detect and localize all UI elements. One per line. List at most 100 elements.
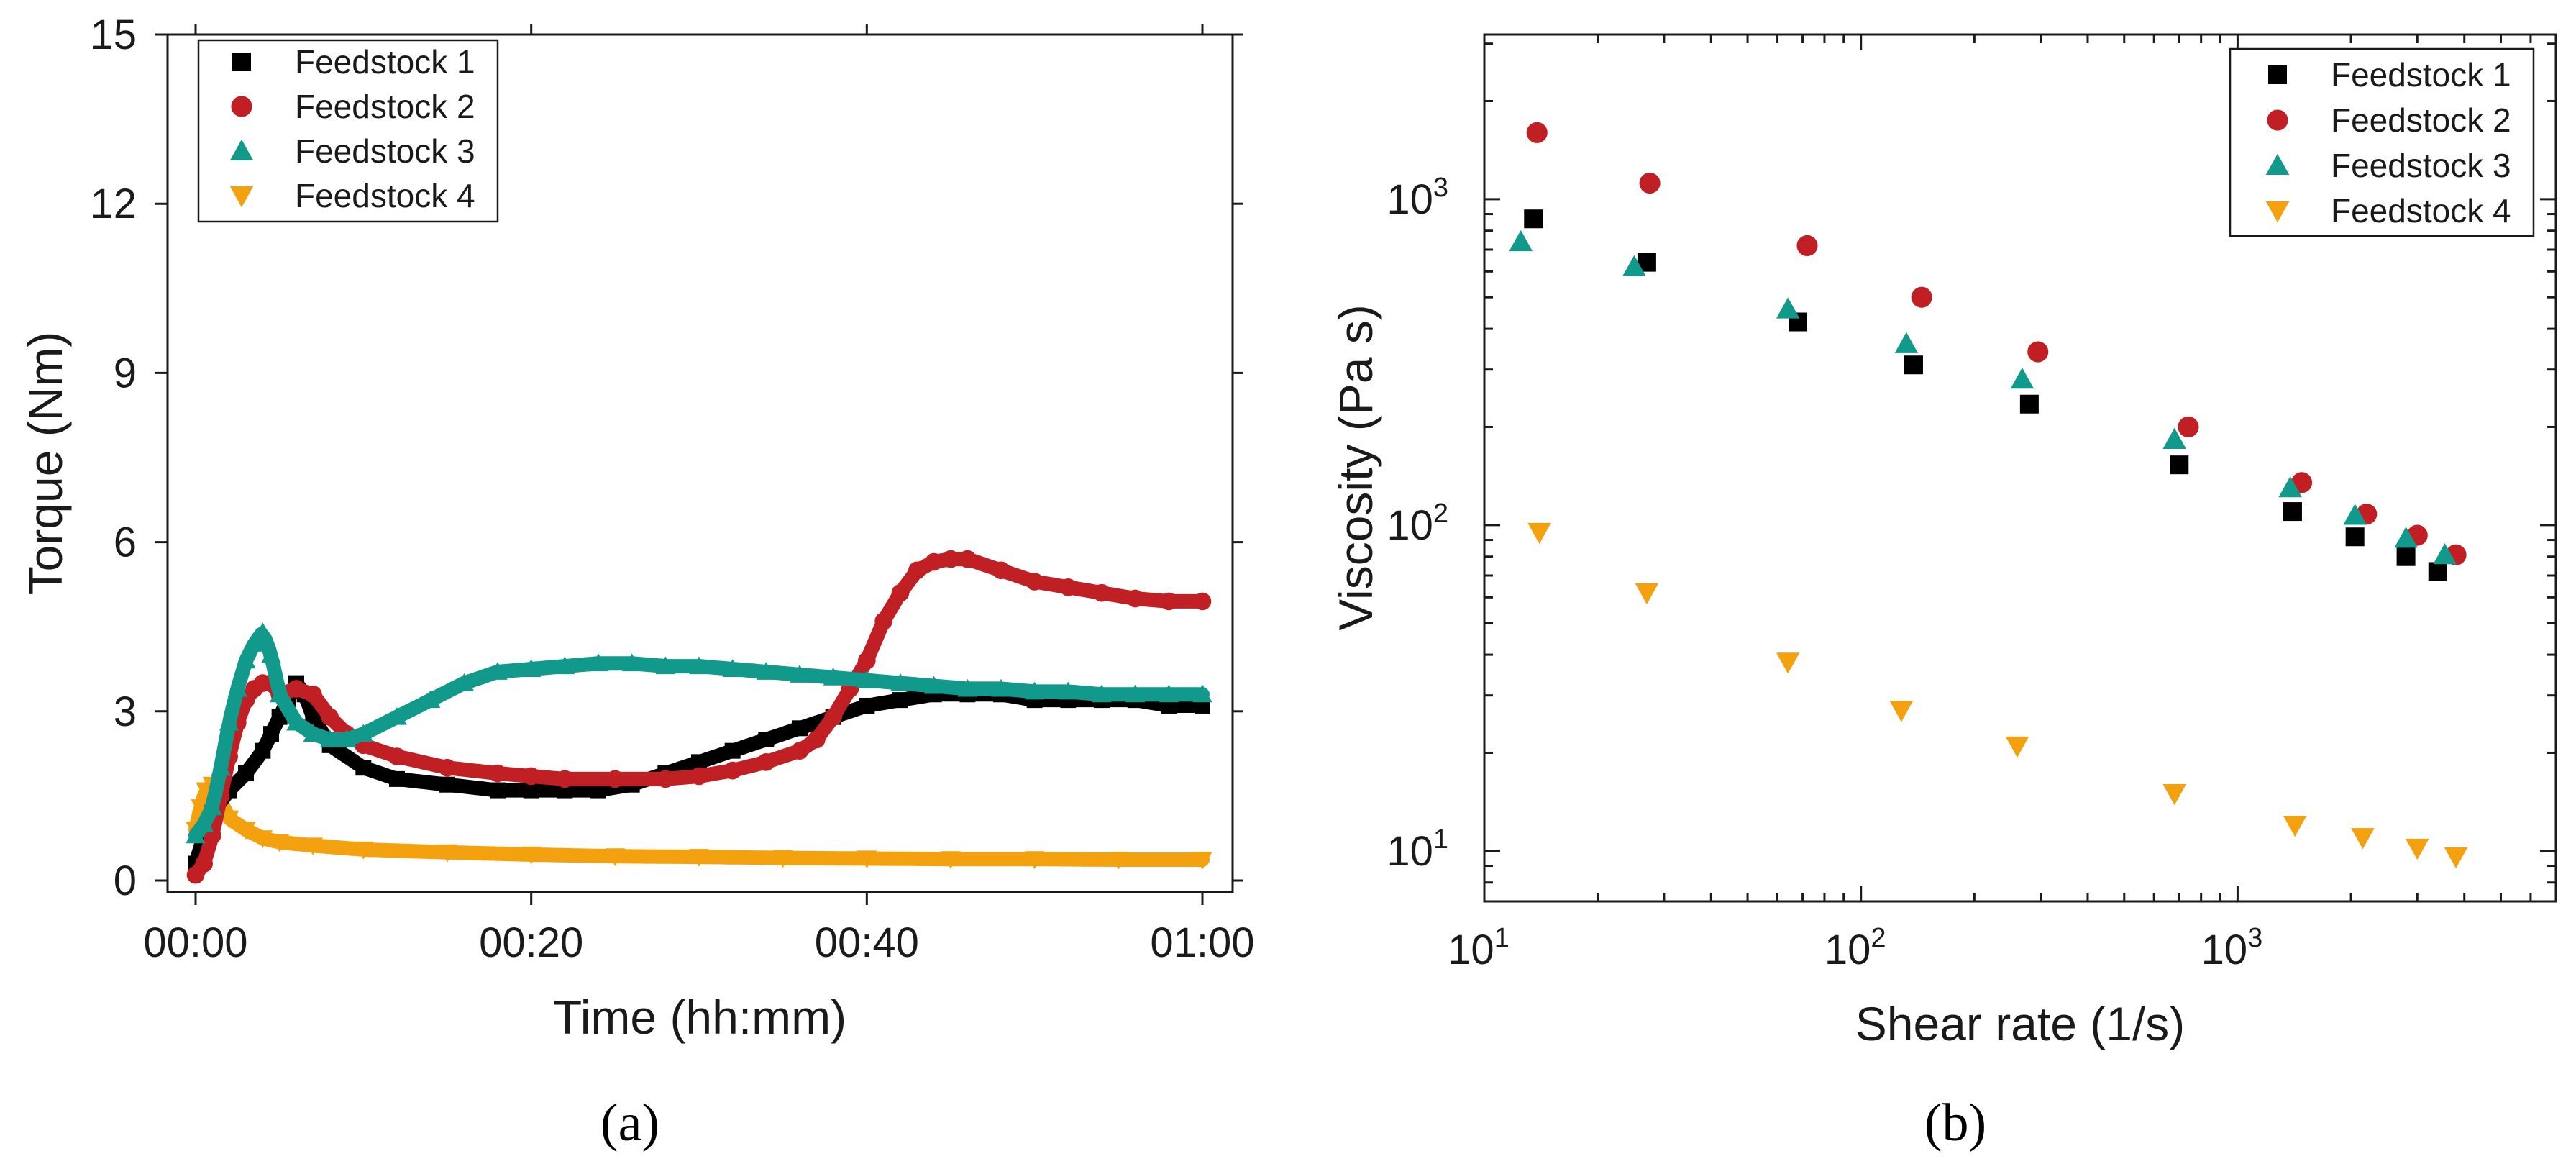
panel-a-legend: Feedstock 1 Feedstock 2 Feedstock 3 Feedsto…: [197, 39, 499, 223]
panel-b-point-feedstock-3: [1622, 255, 1646, 276]
panel-a-y-tick-label: 12: [90, 181, 137, 227]
panel-a-point-feedstock-4: [941, 851, 961, 869]
panel-a-point-feedstock-3: [857, 670, 877, 688]
panel-b-point-feedstock-4: [2283, 815, 2307, 837]
panel-a-point-feedstock-4: [353, 841, 374, 860]
panel-b-point-feedstock-1: [2170, 455, 2189, 475]
panel-a-point-feedstock-2: [1193, 592, 1212, 611]
panel-a-data-layer: [186, 550, 1212, 884]
panel-a-series-feedstock-3: [186, 622, 1212, 844]
panel-a-legend-marker-feedstock-3: [229, 139, 254, 160]
panel-a-point-feedstock-3: [353, 724, 374, 742]
panel-b-point-feedstock-1: [2019, 394, 2039, 414]
panel-a-point-feedstock-2: [388, 747, 406, 765]
panel-a-point-feedstock-2: [488, 764, 507, 783]
panel-a-point-feedstock-4: [857, 850, 877, 869]
panel-a-point-feedstock-3: [890, 673, 910, 691]
panel-a-point-feedstock-3: [957, 678, 978, 697]
panel-b-legend-marker-feedstock-4: [2265, 201, 2290, 223]
panel-a-point-feedstock-2: [908, 561, 926, 580]
panel-b-legend-label-feedstock-2: Feedstock 2: [2331, 101, 2511, 139]
panel-b-y-tick-label: 102: [1387, 499, 1448, 549]
panel-a-point-feedstock-2: [657, 770, 675, 788]
panel-a-point-feedstock-3: [337, 729, 357, 747]
panel-a-point-feedstock-3: [387, 706, 407, 725]
panel-b-x-tick-label: 103: [2201, 923, 2263, 973]
panel-b-point-feedstock-1: [2396, 547, 2416, 566]
panel-b-point-feedstock-3: [2010, 368, 2034, 389]
panel-a-x-axis-title: Time (hh:mm): [553, 991, 846, 1044]
panel-a-ticks: 00:00 00:20 00:40 01:00 0 3 6 9 12 15: [90, 12, 1254, 966]
panel-b-point-feedstock-4: [2351, 828, 2375, 850]
panel-b-point-feedstock-1: [1904, 355, 1923, 375]
panel-a-point-feedstock-3: [1024, 681, 1045, 700]
panel-a-y-tick-label: 6: [114, 519, 137, 566]
panel-a-point-feedstock-4: [772, 850, 793, 868]
panel-a-point-feedstock-2: [522, 767, 540, 786]
panel-a-point-feedstock-2: [941, 550, 960, 568]
panel-a-point-feedstock-4: [252, 830, 273, 848]
panel-a-point-feedstock-4: [1192, 851, 1212, 870]
panel-a-point-feedstock-4: [269, 834, 290, 852]
panel-a-point-feedstock-2: [808, 730, 826, 749]
panel-a-point-feedstock-1: [238, 765, 254, 782]
panel-b-y-axis-title: Viscosity (Pa s): [1329, 304, 1382, 631]
panel-b-point-feedstock-1: [1524, 209, 1543, 229]
panel-a-point-feedstock-2: [287, 680, 306, 698]
panel-a-point-feedstock-4: [1024, 851, 1045, 869]
panel-a-point-feedstock-1: [263, 726, 279, 742]
panel-a-point-feedstock-1: [305, 709, 321, 725]
panel-b-point-feedstock-4: [1635, 583, 1659, 605]
panel-a-point-feedstock-1: [439, 776, 455, 793]
panel-a-point-feedstock-2: [321, 708, 339, 726]
panel-a-legend-label-feedstock-4: Feedstock 4: [295, 177, 475, 214]
panel-a-x-tick-label: 00:00: [143, 919, 247, 966]
panel-a-point-feedstock-3: [454, 673, 475, 691]
panel-a-point-feedstock-3: [923, 676, 944, 694]
panel-a-point-feedstock-2: [858, 651, 876, 670]
panel-a-point-feedstock-2: [874, 612, 892, 630]
panel-b-point-feedstock-3: [1894, 332, 1919, 353]
panel-a-point-feedstock-2: [1026, 573, 1043, 591]
panel-a-point-feedstock-1: [389, 770, 405, 787]
panel-a-point-feedstock-3: [1192, 684, 1212, 703]
panel-a-point-feedstock-3: [252, 622, 273, 641]
panel-b-point-feedstock-2: [1796, 235, 1818, 257]
panel-b-legend-marker-feedstock-3: [2265, 153, 2290, 175]
panel-a-point-feedstock-3: [186, 825, 206, 844]
panel-a-point-feedstock-3: [1125, 684, 1146, 703]
panel-a-point-feedstock-2: [1160, 592, 1178, 611]
panel-a-point-feedstock-3: [823, 668, 844, 686]
panel-b-point-feedstock-3: [1509, 229, 1533, 252]
panel-a-point-feedstock-3: [488, 662, 508, 680]
panel-b-point-feedstock-2: [1526, 122, 1548, 143]
panel-a-label: (a): [600, 1093, 659, 1152]
panel-a-point-feedstock-3: [286, 712, 306, 731]
panel-a-point-feedstock-4: [1108, 851, 1129, 870]
panel-a-point-feedstock-3: [219, 712, 239, 731]
panel-a-point-feedstock-3: [689, 656, 709, 675]
panel-b-legend-marker-feedstock-2: [2267, 109, 2288, 131]
panel-a-point-feedstock-4: [689, 849, 709, 867]
panel-a-y-tick-label: 0: [114, 858, 137, 904]
panel-a-point-feedstock-3: [521, 659, 542, 677]
panel-a-point-feedstock-3: [236, 650, 256, 669]
panel-b-x-tick-label: 102: [1824, 923, 1886, 973]
panel-b-plot-frame: [1483, 33, 2557, 903]
panel-b-y-tick-label: 103: [1387, 173, 1448, 223]
panel-a-point-feedstock-4: [303, 837, 324, 856]
panel-a-point-feedstock-4: [236, 822, 256, 840]
panel-a-point-feedstock-3: [193, 814, 214, 832]
panel-a-point-feedstock-3: [1092, 684, 1112, 703]
panel-a-point-feedstock-4: [605, 848, 626, 867]
panel-b-legend: Feedstock 1 Feedstock 2 Feedstock 3 Feedsto…: [2229, 47, 2535, 237]
panel-a-x-tick-label: 01:00: [1150, 919, 1254, 966]
panel-a-point-feedstock-1: [859, 697, 875, 714]
panel-b-point-feedstock-4: [1889, 701, 1914, 722]
panel-a-legend-marker-feedstock-1: [232, 53, 251, 71]
panel-b-x-axis-title: Shear rate (1/s): [1855, 997, 2186, 1050]
panel-b-point-feedstock-2: [2178, 416, 2199, 438]
panel-a-point-feedstock-3: [1159, 684, 1179, 703]
panel-b-series-feedstock-4: [1527, 522, 2468, 869]
panel-a-legend-label-feedstock-3: Feedstock 3: [295, 132, 475, 170]
